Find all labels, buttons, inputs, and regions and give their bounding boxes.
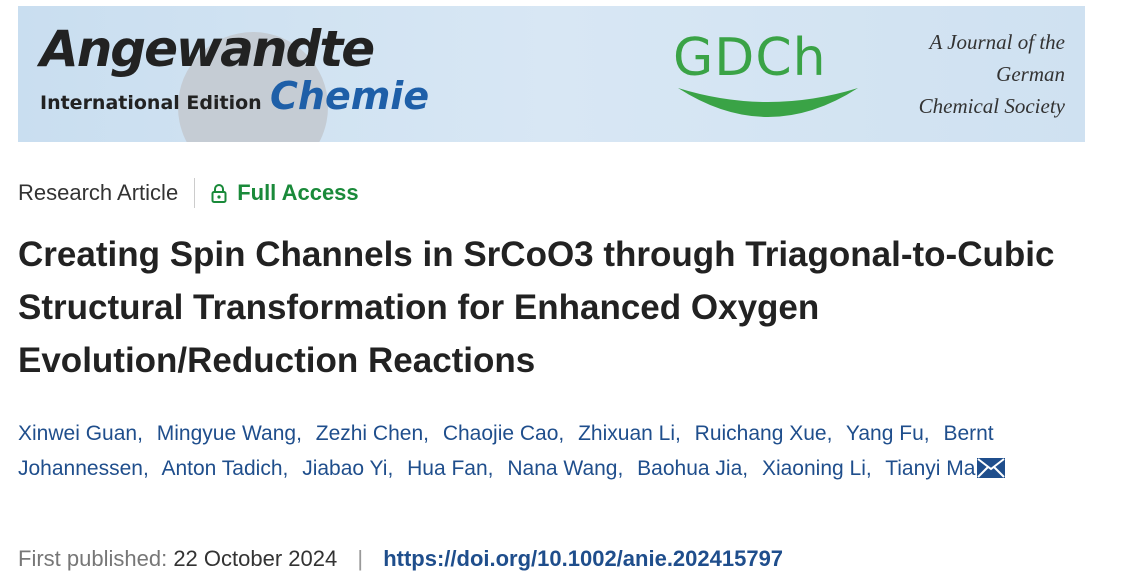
author-separator: , (923, 422, 930, 445)
doi-link[interactable]: https://doi.org/10.1002/anie.202415797 (383, 546, 784, 571)
author-name[interactable]: Nana Wang (507, 457, 618, 480)
author-name[interactable]: Zhixuan Li (578, 422, 675, 445)
lock-icon (211, 184, 227, 203)
author-separator: , (826, 422, 833, 445)
journal-name: Angewandte (40, 20, 375, 78)
access-label: Full Access (237, 180, 359, 205)
author-separator: , (617, 457, 624, 480)
author-name[interactable]: Xiaoning Li (761, 457, 866, 480)
author-name[interactable]: Bernt Johannessen (18, 422, 994, 480)
author-name[interactable]: Mingyue Wang (156, 422, 297, 445)
author-name[interactable]: Xinwei Guan (18, 422, 138, 445)
author-name[interactable]: Anton Tadich (161, 457, 283, 480)
publication-info: First published: 22 October 2024 | https… (18, 546, 783, 572)
author-name[interactable]: Tianyi Ma (885, 457, 976, 480)
email-icon[interactable] (977, 458, 1006, 478)
society-logo-arc (678, 88, 858, 117)
logo-circle (178, 32, 328, 142)
divider (194, 178, 196, 208)
journal-banner: Angewandte International Edition Chemie … (18, 6, 1085, 142)
author-separator: , (558, 422, 565, 445)
author-name[interactable]: Chaojie Cao (442, 422, 559, 445)
author-separator: , (387, 457, 394, 480)
tagline-line: Chemical Society (918, 94, 1065, 118)
author-name[interactable]: Yang Fu (845, 422, 924, 445)
author-separator: , (865, 457, 872, 480)
author-separator: , (137, 422, 143, 445)
author-name[interactable]: Hua Fan (407, 457, 488, 480)
tagline-line: A Journal of the (929, 30, 1065, 54)
access-badge: Full Access (211, 180, 359, 206)
author-name[interactable]: Jiabao Yi (302, 457, 388, 480)
author-name[interactable]: Ruichang Xue (694, 422, 827, 445)
author-name[interactable]: Zezhi Chen (315, 422, 424, 445)
article-type: Research Article (18, 180, 179, 205)
author-separator: , (674, 422, 681, 445)
article-title: Creating Spin Channels in SrCoO3 through… (18, 235, 1055, 380)
society-logo: GDCh (673, 28, 827, 88)
published-label: First published: (18, 546, 168, 571)
author-list: Xinwei Guan, Mingyue Wang, Zezhi Chen, C… (18, 416, 1078, 486)
tagline-line: German (996, 62, 1065, 86)
author-name[interactable]: Baohua Jia (637, 457, 743, 480)
author-separator: , (423, 422, 429, 445)
article-meta: Research Article Full Access (18, 178, 359, 208)
author-separator: , (487, 457, 494, 480)
journal-subname: Chemie (270, 74, 430, 118)
journal-edition: International Edition (40, 92, 262, 114)
published-date: 22 October 2024 (173, 546, 338, 571)
author-separator: , (282, 457, 289, 480)
author-separator: , (742, 457, 749, 480)
author-separator: , (296, 422, 302, 445)
tagline: A Journal of the German Chemical Society (919, 26, 1065, 122)
author-separator: , (142, 457, 149, 480)
separator: | (357, 546, 364, 571)
